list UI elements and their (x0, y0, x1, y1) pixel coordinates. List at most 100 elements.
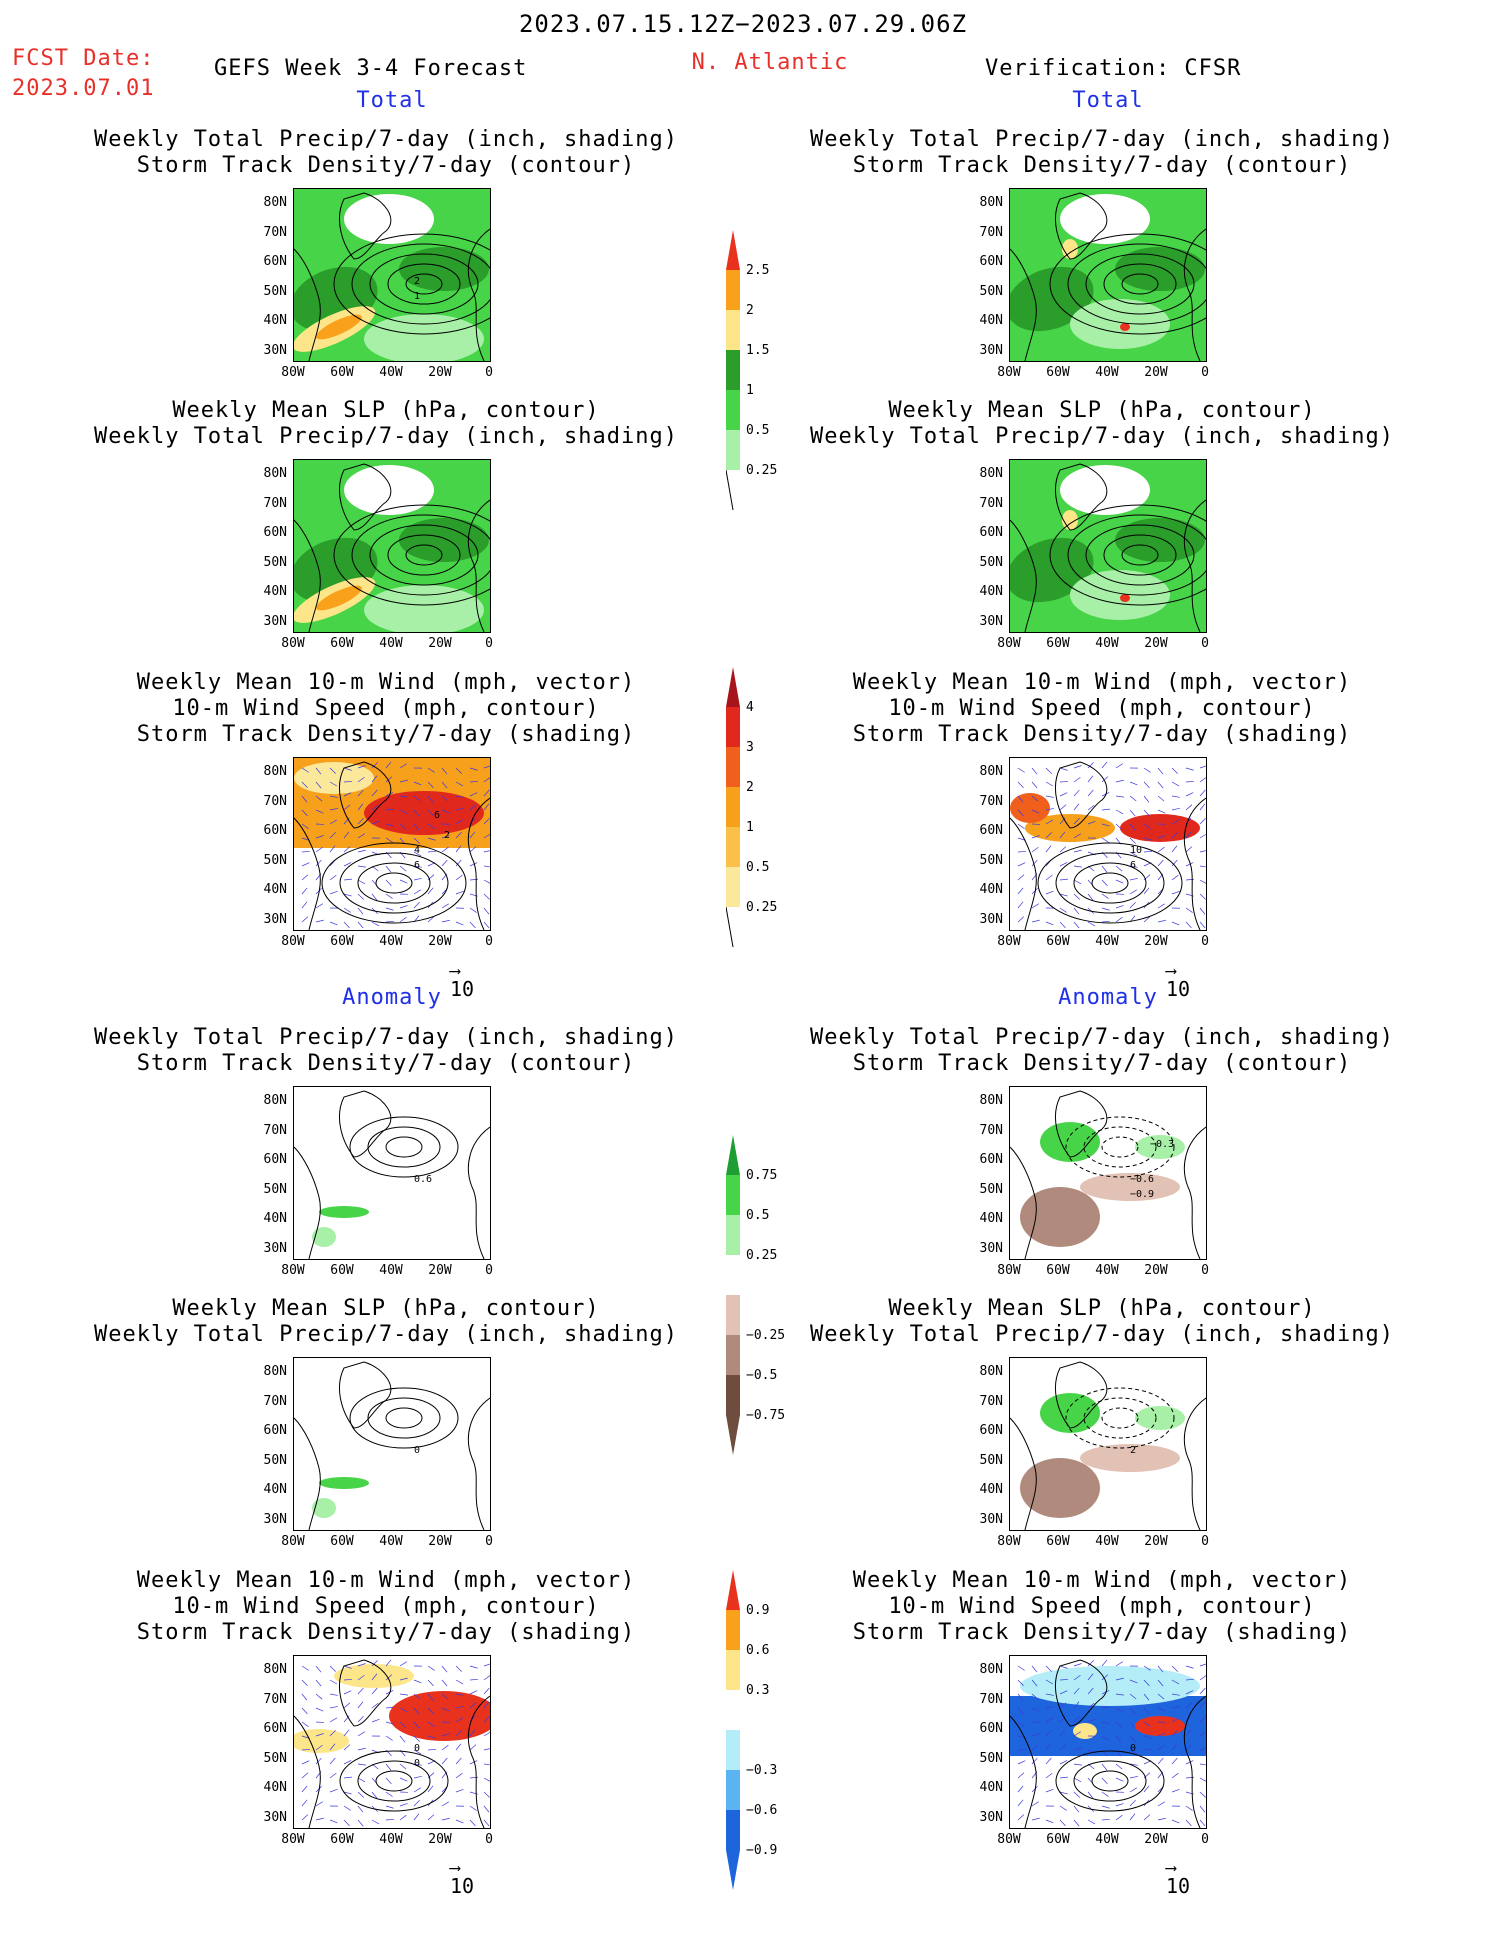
lat-tick-label: 30N (967, 1513, 1003, 1526)
lon-tick-label: 0 (1201, 1535, 1209, 1548)
lat-tick-label: 60N (251, 1722, 287, 1735)
colorbar-label: 0.5 (746, 1209, 769, 1222)
lon-tick-label: 40W (379, 366, 402, 379)
lat-tick-label: 50N (251, 1454, 287, 1467)
colorbar-segment (726, 787, 740, 827)
lat-tick-label: 50N (967, 1752, 1003, 1765)
lon-tick-label: 0 (1201, 1833, 1209, 1846)
storm-anomaly-positive (1073, 1723, 1097, 1739)
lat-tick-label: 50N (967, 285, 1003, 298)
lat-tick-label: 50N (967, 1454, 1003, 1467)
lat-tick-label: 60N (251, 824, 287, 837)
section-anomaly-left: Anomaly (342, 985, 442, 1010)
colorbar-tip (726, 1415, 740, 1455)
lat-tick-label: 30N (967, 913, 1003, 926)
contour-label: 6 (414, 860, 420, 871)
colorbar-label: 2 (746, 304, 754, 317)
lat-tick-label: 80N (251, 467, 287, 480)
lat-tick-label: 30N (251, 1811, 287, 1824)
no-precip-area (1060, 465, 1150, 515)
lat-tick-label: 80N (967, 196, 1003, 209)
fcst-date-label: FCST Date: (12, 46, 154, 71)
lat-tick-label: 70N (967, 1693, 1003, 1706)
lat-tick-label: 40N (251, 314, 287, 327)
map-panel-fcst-total-slp (293, 459, 491, 633)
lon-tick-label: 0 (485, 366, 493, 379)
lat-tick-label: 40N (967, 1483, 1003, 1496)
lat-tick-label: 40N (967, 585, 1003, 598)
period-title: 2023.07.15.12Z−2023.07.29.06Z (519, 10, 967, 38)
colorbar-storm-anom (726, 1570, 786, 1934)
colorbar-segment (726, 1610, 740, 1650)
lat-tick-label: 60N (251, 1424, 287, 1437)
lat-tick-label: 40N (967, 1781, 1003, 1794)
lat-tick-label: 80N (967, 1365, 1003, 1378)
title-obs-total-slp-precip: Weekly Mean SLP (hPa, contour)Weekly Tot… (810, 398, 1394, 450)
colorbar-segment (726, 747, 740, 787)
lon-tick-label: 20W (1144, 1264, 1167, 1277)
colorbar-segment (726, 390, 740, 430)
contour-label: 0 (414, 1743, 420, 1754)
lat-tick-label: 30N (251, 1513, 287, 1526)
lat-tick-label: 40N (967, 1212, 1003, 1225)
colorbar-label: −0.25 (746, 1329, 785, 1342)
lon-tick-label: 20W (1144, 1833, 1167, 1846)
lat-tick-label: 40N (251, 1781, 287, 1794)
lon-tick-label: 0 (485, 1264, 493, 1277)
lon-tick-label: 60W (330, 366, 353, 379)
lat-tick-label: 30N (967, 1811, 1003, 1824)
map-panel-fcst-anom-storm: 0.6 (293, 1086, 491, 1260)
colorbar-segment (726, 1335, 740, 1375)
lat-tick-label: 60N (967, 824, 1003, 837)
lat-tick-label: 70N (967, 226, 1003, 239)
lat-tick-label: 80N (251, 1663, 287, 1676)
colorbar-label: −0.5 (746, 1369, 777, 1382)
lon-tick-label: 20W (428, 1833, 451, 1846)
lon-tick-label: 20W (428, 1535, 451, 1548)
colorbar-label: −0.3 (746, 1764, 777, 1777)
storm-high-area (364, 791, 484, 835)
lon-tick-label: 80W (281, 935, 304, 948)
lon-tick-label: 80W (281, 1535, 304, 1548)
lat-tick-label: 60N (967, 1424, 1003, 1437)
lon-tick-label: 80W (281, 1833, 304, 1846)
colorbar-segment (726, 350, 740, 390)
title-obs-anom-precip-storm: Weekly Total Precip/7-day (inch, shading… (810, 1025, 1394, 1077)
lon-tick-label: 40W (1095, 935, 1118, 948)
colorbar-label: 0.6 (746, 1644, 769, 1657)
lon-tick-label: 20W (1144, 366, 1167, 379)
lat-tick-label: 50N (967, 1183, 1003, 1196)
map-panel-fcst-anom-slp: 0 (293, 1357, 491, 1531)
contour-label: 6 (1130, 860, 1136, 871)
region-title: N. Atlantic (692, 50, 849, 75)
vector-ref-obs-anom: ⟶10 (1166, 1862, 1190, 1898)
lat-tick-label: 30N (967, 615, 1003, 628)
precip-heavy-area (399, 247, 489, 291)
lon-tick-label: 40W (379, 1833, 402, 1846)
colorbar-label: 3 (746, 741, 754, 754)
contour-label: 4 (414, 845, 420, 856)
lat-tick-label: 40N (251, 883, 287, 896)
contour-label: 6 (434, 810, 440, 821)
precip-heavy-area (1115, 247, 1205, 291)
lon-tick-label: 20W (428, 1264, 451, 1277)
contour-label: 0 (1130, 1743, 1136, 1754)
fcst-date-value: 2023.07.01 (12, 76, 154, 101)
colorbar-label: −0.9 (746, 1844, 777, 1857)
vector-ref-fcst-total: ⟶10 (450, 965, 474, 1001)
contour-label: 2 (1130, 1445, 1136, 1456)
title-obs-total-precip-storm: Weekly Total Precip/7-day (inch, shading… (810, 127, 1394, 179)
title-fcst-total-slp-precip: Weekly Mean SLP (hPa, contour)Weekly Tot… (94, 398, 678, 450)
lon-tick-label: 0 (1201, 366, 1209, 379)
lat-tick-label: 80N (967, 467, 1003, 480)
title-obs-total-wind: Weekly Mean 10-m Wind (mph, vector)10-m … (853, 670, 1352, 748)
lat-tick-label: 70N (251, 1124, 287, 1137)
lat-tick-label: 50N (251, 1752, 287, 1765)
colorbar-tail (726, 470, 733, 510)
colorbar-segment (726, 1295, 740, 1335)
colorbar-segment (726, 707, 740, 747)
colorbar-label: 2.5 (746, 264, 769, 277)
lon-tick-label: 0 (1201, 935, 1209, 948)
